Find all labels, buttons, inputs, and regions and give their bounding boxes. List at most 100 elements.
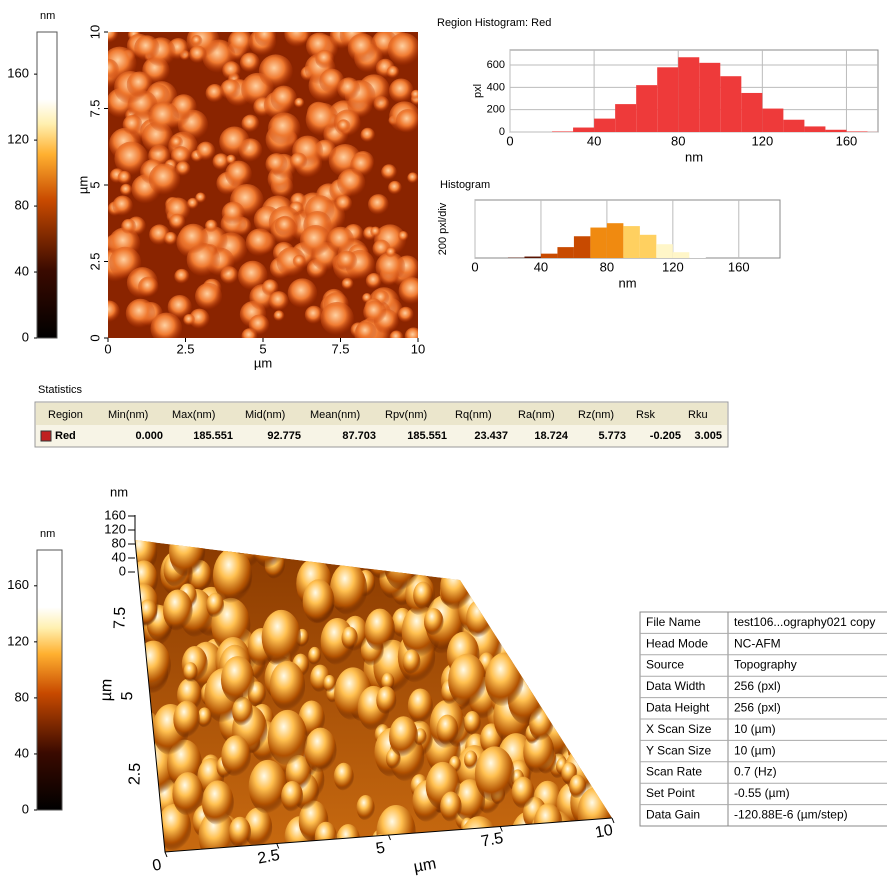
grain (195, 192, 206, 203)
colorbar-tick-label: 160 (7, 577, 29, 592)
stat-value: 5.773 (598, 430, 626, 442)
grain (242, 115, 260, 133)
grain (288, 278, 317, 307)
y-axis-label: µm (98, 678, 116, 701)
stat-value: 92.775 (267, 430, 301, 442)
grain (225, 161, 252, 188)
histogram-bar (574, 236, 590, 258)
grain (274, 310, 285, 321)
grain (178, 224, 208, 254)
peak (389, 716, 418, 757)
x-tick-label: 2.5 (176, 341, 194, 356)
info-value: -0.55 (µm) (734, 786, 790, 800)
grain (226, 155, 236, 165)
peak (584, 541, 600, 563)
peak (173, 701, 200, 738)
info-value: test106...ography021 copy (734, 615, 875, 629)
stat-value: 87.703 (342, 430, 376, 442)
grain (293, 255, 306, 268)
column-header: Rpv(nm) (385, 409, 427, 421)
peak (384, 540, 420, 590)
region-checkbox[interactable] (41, 431, 51, 441)
grain (300, 225, 331, 256)
peak (163, 589, 193, 630)
peak (270, 661, 305, 711)
colorbar-tick-label: 120 (7, 633, 29, 648)
info-value: 256 (pxl) (734, 679, 781, 693)
histogram-bar (678, 57, 699, 132)
y-tick-label: 200 (487, 104, 505, 116)
peak (229, 817, 251, 848)
peak (521, 541, 550, 582)
x-tick-label: 80 (671, 133, 685, 148)
peak (172, 772, 203, 815)
z-tick-label: 160 (104, 507, 126, 522)
stat-value: 0.000 (135, 430, 163, 442)
peak (552, 684, 584, 729)
peak (490, 543, 519, 584)
peak (510, 608, 542, 653)
x-tick-label: 7.5 (331, 341, 349, 356)
peak (394, 524, 418, 558)
x-axis-label: µm (254, 355, 272, 370)
info-label: Data Width (646, 679, 705, 693)
stat-value: 185.551 (407, 430, 447, 442)
peak (582, 599, 607, 633)
grain (205, 220, 218, 233)
peak (544, 693, 560, 716)
z-tick-label: 80 (112, 535, 126, 550)
stat-value: 185.551 (193, 430, 233, 442)
peak (528, 530, 557, 571)
peak (577, 545, 596, 571)
peak (543, 525, 576, 571)
grain (169, 214, 185, 230)
x-tick-label: 2.5 (256, 847, 281, 868)
peak (281, 781, 303, 812)
peak (440, 564, 473, 610)
peak (123, 811, 160, 863)
x-tick-label: 80 (600, 259, 614, 274)
y-tick-label: 0 (87, 334, 102, 341)
grain (109, 247, 141, 279)
info-label: Data Gain (646, 807, 700, 821)
x-tick-label: 160 (728, 259, 750, 274)
peak (315, 822, 337, 853)
screen: nm04080120160nm0408012016002.557.51002.5… (0, 0, 887, 881)
column-header: Min(nm) (108, 409, 148, 421)
peak (206, 593, 224, 618)
grain (259, 54, 293, 88)
y-axis-label: µm (75, 176, 90, 194)
grain (398, 307, 414, 323)
histogram-bar (656, 244, 672, 258)
y-tick-label: 400 (487, 81, 505, 93)
histogram-title: Histogram (440, 179, 490, 191)
grain (337, 119, 350, 132)
info-value: NC-AFM (734, 636, 781, 650)
peak (252, 519, 287, 568)
peak (585, 557, 604, 583)
x-tick (612, 818, 614, 823)
colorbar (37, 32, 57, 338)
peak (376, 686, 396, 714)
peak (555, 523, 589, 571)
topography-image (92, 20, 425, 351)
peak (136, 641, 171, 690)
histogram-bar (541, 254, 557, 258)
peak (304, 728, 336, 773)
peak (303, 579, 335, 624)
peak (526, 560, 565, 615)
peak (598, 632, 615, 655)
grain (411, 90, 421, 100)
y-tick-label: 2.5 (126, 762, 144, 785)
stat-value: 3.005 (694, 430, 722, 442)
peak (597, 589, 616, 616)
x-tick-label: 0 (104, 341, 111, 356)
grain (275, 216, 296, 237)
peak (262, 610, 301, 665)
x-axis-label: µm (412, 855, 437, 876)
grain (164, 232, 177, 245)
peak (596, 748, 614, 773)
grain (306, 103, 339, 136)
colorbar-tick-label: 0 (22, 801, 29, 816)
peak (503, 589, 520, 613)
